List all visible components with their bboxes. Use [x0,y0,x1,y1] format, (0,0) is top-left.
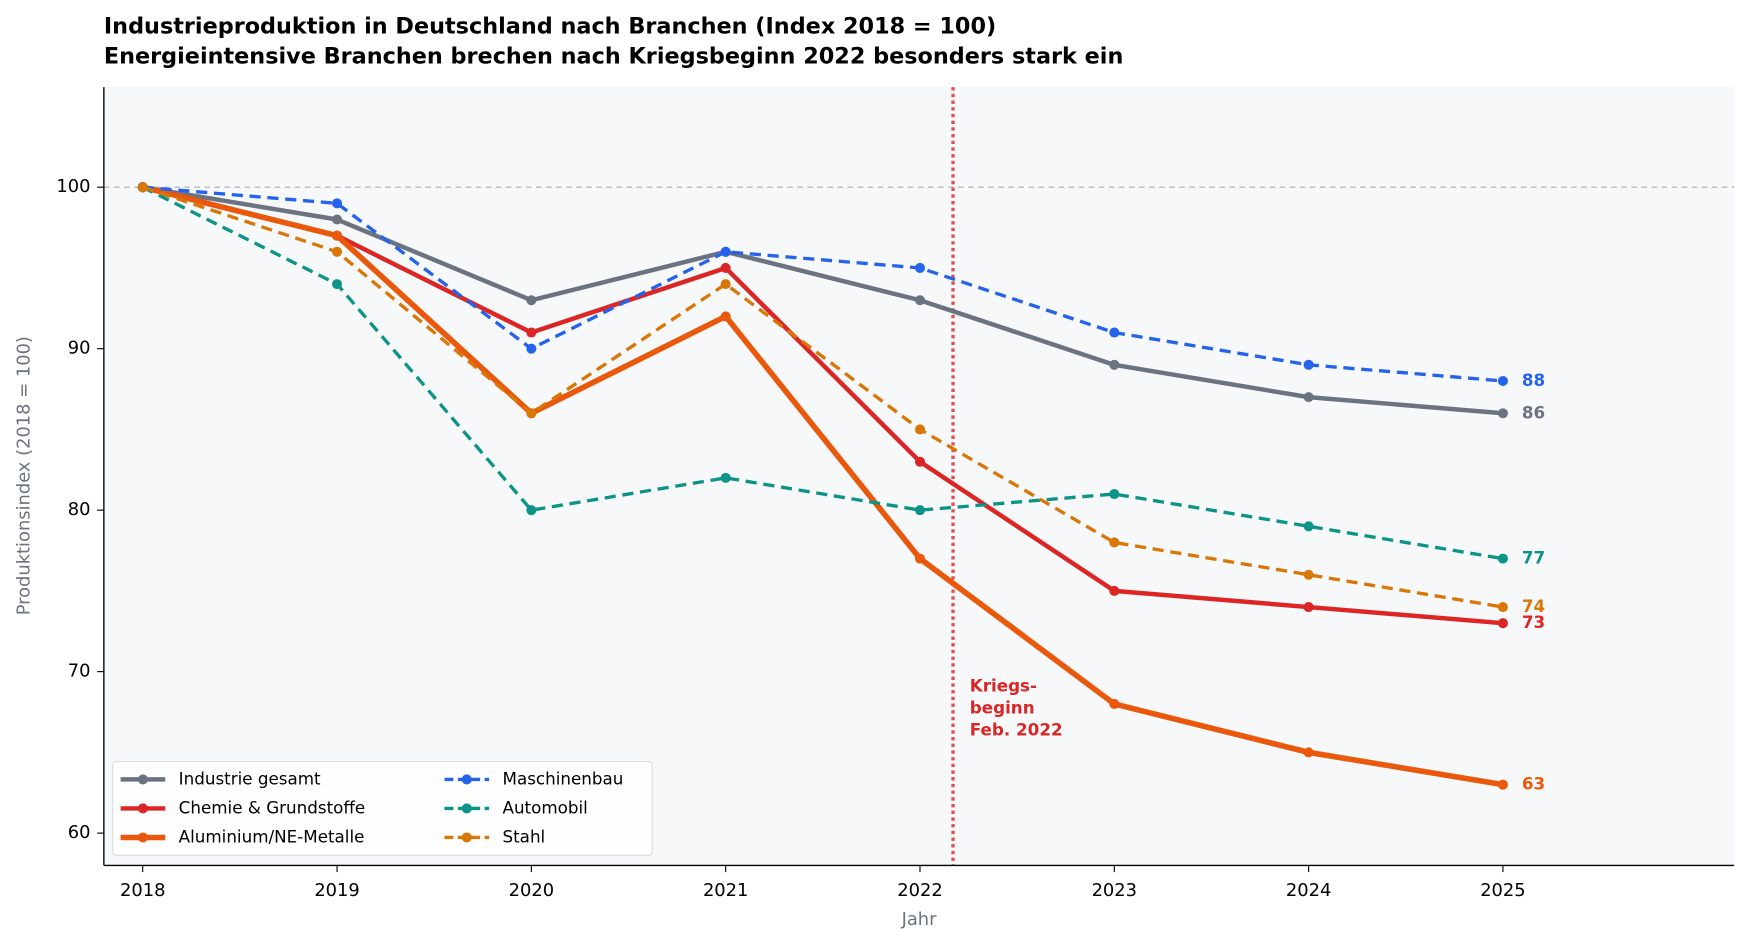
series-line [142,185,1504,626]
end-value-label: 77 [1522,548,1545,568]
data-point [720,246,731,257]
data-point [1497,408,1508,419]
y-tick-label: 80 [68,499,91,520]
end-value-label: 73 [1522,612,1545,632]
data-point [1303,359,1314,370]
legend-label: Aluminium/NE-Metalle [179,826,365,846]
series-line [142,185,1504,416]
legend-label: Stahl [503,826,546,846]
data-point [1109,488,1120,500]
series-line [142,184,1504,788]
x-tick-label: 2025 [1480,880,1525,901]
data-point [1497,779,1508,790]
data-point [914,505,926,516]
end-value-label: 88 [1522,370,1545,390]
data-point [332,198,343,209]
x-tick-label: 2018 [120,880,165,901]
data-point [914,553,926,564]
legend-marker [137,803,148,814]
legend-marker [137,832,148,843]
y-tick-label: 100 [56,176,90,197]
x-tick-label: 2022 [897,880,942,901]
data-point [720,311,731,322]
x-tick-label: 2019 [314,880,359,901]
end-value-label: 86 [1522,402,1545,422]
data-point [526,343,537,354]
data-point [137,182,148,193]
legend-marker [461,803,472,814]
data-point [1109,585,1120,596]
data-point [1303,569,1314,580]
data-point [720,472,731,483]
chart-title: Industrieproduktion in Deutschland nach … [104,13,996,39]
event-annotation: beginn [970,698,1035,718]
data-point [914,262,926,273]
legend-label: Automobil [503,797,588,817]
x-tick-label: 2020 [509,880,554,901]
legend: Industrie gesamt Chemie & Grundstoffe Alum… [112,760,653,856]
y-axis-label: Produktionsindex (2018 = 100) [14,336,35,615]
data-point [332,230,343,241]
legend-box [112,760,653,856]
data-point [1109,537,1120,548]
data-point [1109,698,1120,709]
data-point [1109,327,1120,338]
data-point [1303,747,1314,758]
data-point [1303,602,1314,613]
legend-marker [461,832,472,843]
series-line [141,185,1504,561]
data-point [720,279,731,290]
end-value-label: 63 [1522,774,1545,794]
series-line [142,185,1504,609]
data-point [526,327,537,338]
event-annotation: Kriegs- [970,676,1037,696]
data-point [1303,521,1314,532]
data-point [1497,553,1508,564]
event-annotation: Feb. 2022 [970,719,1063,739]
x-axis-label: Jahr [901,909,938,930]
legend-label: Chemie & Grundstoffe [179,797,366,817]
data-point [1497,618,1508,629]
data-point [1303,392,1314,403]
y-tick-label: 90 [68,338,91,359]
data-point [1497,602,1508,613]
data-point [526,295,537,306]
data-point [1109,359,1120,370]
plot-background [103,87,1735,866]
x-tick-label: 2024 [1286,880,1331,901]
data-point [332,214,343,225]
x-tick-label: 2021 [703,880,748,901]
data-point [332,246,343,257]
data-point [526,505,537,516]
data-point [914,456,926,467]
y-tick-label: 60 [68,822,91,843]
data-point [332,279,343,290]
legend-label: Maschinenbau [503,768,624,788]
data-point [526,408,537,419]
y-tick-label: 70 [68,661,91,682]
data-point [720,262,731,273]
legend-marker [137,774,148,785]
chart-subtitle: Energieintensive Branchen brechen nach K… [104,43,1123,69]
legend-label: Industrie gesamt [179,768,321,788]
x-tick-label: 2023 [1092,880,1137,901]
data-point [1497,375,1508,387]
data-point [914,424,926,435]
series-line [142,185,1504,383]
data-point [914,295,926,306]
legend-marker [461,774,472,785]
end-value-label: 74 [1522,596,1545,616]
